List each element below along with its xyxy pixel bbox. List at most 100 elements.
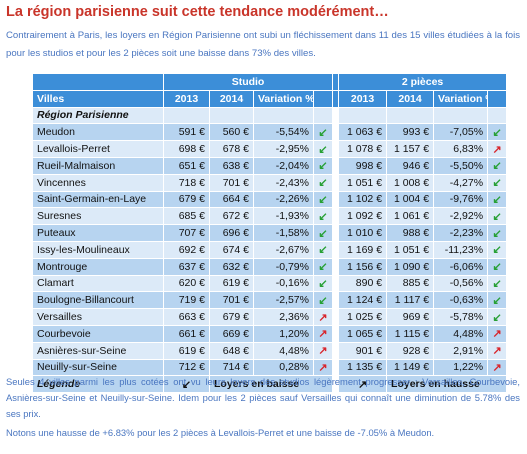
studio-2014-cell: 714 € (209, 358, 254, 377)
2p-2014-cell: 946 € (386, 156, 435, 175)
2p-trend-arrow-icon: ↙ (487, 291, 508, 310)
intro-paragraph: Contrairement à Paris, les loyers en Rég… (6, 30, 520, 59)
studio-variation-cell: -1,93% (253, 207, 314, 226)
2p-trend-arrow-icon: ↙ (487, 190, 508, 209)
2p-trend-arrow-icon: ↙ (487, 173, 508, 192)
studio-variation-cell: -5,54% (253, 123, 314, 142)
2p-variation-cell: -11,23% (433, 240, 489, 259)
table-row: Clamart 620 €619 € -0,16% ↙ 890 €885 € -0,56%… (32, 274, 508, 293)
2p-2013-cell: 1 102 € (338, 190, 388, 209)
studio-variation-cell: -0,79% (253, 257, 314, 276)
studio-variation-cell: -2,26% (253, 190, 314, 209)
2p-2013-cell: 901 € (338, 341, 388, 360)
studio-variation-cell: -2,67% (253, 240, 314, 259)
article-title: La région parisienne suit cette tendance… (6, 4, 389, 20)
table-row: Boulogne-Billancourt 719 €701 € -2,57% ↙ 1 1… (32, 291, 508, 310)
studio-trend-arrow-icon: ↗ (312, 308, 334, 326)
studio-trend-arrow-icon: ↙ (312, 224, 334, 242)
studio-2014-cell: 632 € (209, 257, 254, 276)
table-row: Suresnes 685 €672 € -1,93% ↙ 1 092 €1 061 € -… (32, 207, 508, 226)
table-row: Neuilly-sur-Seine 712 €714 €0,28% ↗ 1 135 €… (32, 358, 508, 377)
city-cell: Issy-les-Moulineaux (32, 240, 164, 259)
studio-trend-arrow-icon: ↙ (312, 140, 334, 158)
2p-variation-cell: 1,22% (433, 358, 489, 377)
2p-variation-cell: -2,23% (433, 224, 489, 242)
legend-row: Légende ↙ Loyers en baisse ↗ Loyers en h… (32, 375, 508, 394)
section-label: Région Parisienne (32, 106, 164, 125)
studio-2014-cell: 701 € (209, 173, 254, 192)
studio-2013-cell: 619 € (163, 341, 210, 360)
group-header-2-pieces: 2 pièces (338, 73, 508, 91)
city-cell: Levallois-Perret (32, 140, 164, 158)
2p-2013-cell: 1 124 € (338, 291, 388, 310)
studio-2013-cell: 661 € (163, 324, 210, 343)
legend-label: Légende (32, 375, 164, 394)
2p-2014-cell: 1 115 € (386, 324, 435, 343)
table-row: Saint-Germain-en-Laye 679 €664 € -2,26% ↙ 1 … (32, 190, 508, 209)
2p-variation-cell: 6,83% (433, 140, 489, 158)
2p-2013-cell: 1 078 € (338, 140, 388, 158)
header-studio-2014: 2014 (209, 89, 254, 108)
studio-2014-cell: 648 € (209, 341, 254, 360)
2p-2013-cell: 1 010 € (338, 224, 388, 242)
studio-variation-cell: -2,43% (253, 173, 314, 192)
2p-2013-cell: 1 051 € (338, 173, 388, 192)
2p-2013-cell: 1 063 € (338, 123, 388, 142)
2p-trend-arrow-icon: ↙ (487, 224, 508, 242)
header-2p-variation: Variation % (433, 89, 489, 108)
2p-trend-arrow-icon: ↙ (487, 308, 508, 326)
studio-2013-cell: 685 € (163, 207, 210, 226)
studio-2014-cell: 619 € (209, 274, 254, 293)
2p-trend-arrow-icon: ↗ (487, 324, 508, 343)
2p-2013-cell: 1 025 € (338, 308, 388, 326)
studio-2014-cell: 672 € (209, 207, 254, 226)
city-cell: Clamart (32, 274, 164, 293)
studio-2013-cell: 663 € (163, 308, 210, 326)
table-row: Rueil-Malmaison 651 €638 € -2,04% ↙ 998 €946… (32, 156, 508, 175)
studio-2014-cell: 664 € (209, 190, 254, 209)
2p-trend-arrow-icon: ↗ (487, 358, 508, 377)
2p-trend-arrow-icon: ↙ (487, 257, 508, 276)
studio-2014-cell: 560 € (209, 123, 254, 142)
studio-2013-cell: 651 € (163, 156, 210, 175)
legend-up-text: Loyers en hausse (386, 375, 508, 394)
header-studio-variation: Variation % (253, 89, 314, 108)
2p-variation-cell: -4,27% (433, 173, 489, 192)
table-row: Montrouge 637 €632 € -0,79% ↙ 1 156 €1 090 €… (32, 257, 508, 276)
studio-variation-cell: -2,57% (253, 291, 314, 310)
studio-2013-cell: 707 € (163, 224, 210, 242)
2p-variation-cell: -6,06% (433, 257, 489, 276)
2p-variation-cell: 2,91% (433, 341, 489, 360)
2p-2014-cell: 988 € (386, 224, 435, 242)
2p-2014-cell: 1 008 € (386, 173, 435, 192)
studio-trend-arrow-icon: ↗ (312, 341, 334, 360)
table-row: Levallois-Perret 698 €678 € -2,95% ↙ 1 078 €… (32, 140, 508, 158)
header-2p-2013: 2013 (338, 89, 388, 108)
legend-down-arrow-icon: ↙ (163, 375, 210, 394)
2p-variation-cell: -0,56% (433, 274, 489, 293)
table-row: Meudon 591 €560 € -5,54% ↙ 1 063 €993 € -7,05… (32, 123, 508, 142)
header-villes: Villes (32, 89, 164, 108)
city-cell: Asnières-sur-Seine (32, 341, 164, 360)
studio-trend-arrow-icon: ↙ (312, 240, 334, 259)
studio-2014-cell: 701 € (209, 291, 254, 310)
city-cell: Montrouge (32, 257, 164, 276)
2p-2014-cell: 1 117 € (386, 291, 435, 310)
2p-2014-cell: 1 061 € (386, 207, 435, 226)
studio-2013-cell: 698 € (163, 140, 210, 158)
2p-2014-cell: 1 004 € (386, 190, 435, 209)
studio-trend-arrow-icon: ↙ (312, 274, 334, 293)
header-2p-2014: 2014 (386, 89, 435, 108)
studio-2014-cell: 678 € (209, 140, 254, 158)
2p-2014-cell: 885 € (386, 274, 435, 293)
city-cell: Boulogne-Billancourt (32, 291, 164, 310)
studio-variation-cell: -0,16% (253, 274, 314, 293)
2p-variation-cell: -0,63% (433, 291, 489, 310)
city-cell: Meudon (32, 123, 164, 142)
city-cell: Versailles (32, 308, 164, 326)
city-cell: Puteaux (32, 224, 164, 242)
2p-2013-cell: 1 169 € (338, 240, 388, 259)
studio-2014-cell: 674 € (209, 240, 254, 259)
2p-variation-cell: -2,92% (433, 207, 489, 226)
2p-trend-arrow-icon: ↙ (487, 123, 508, 142)
